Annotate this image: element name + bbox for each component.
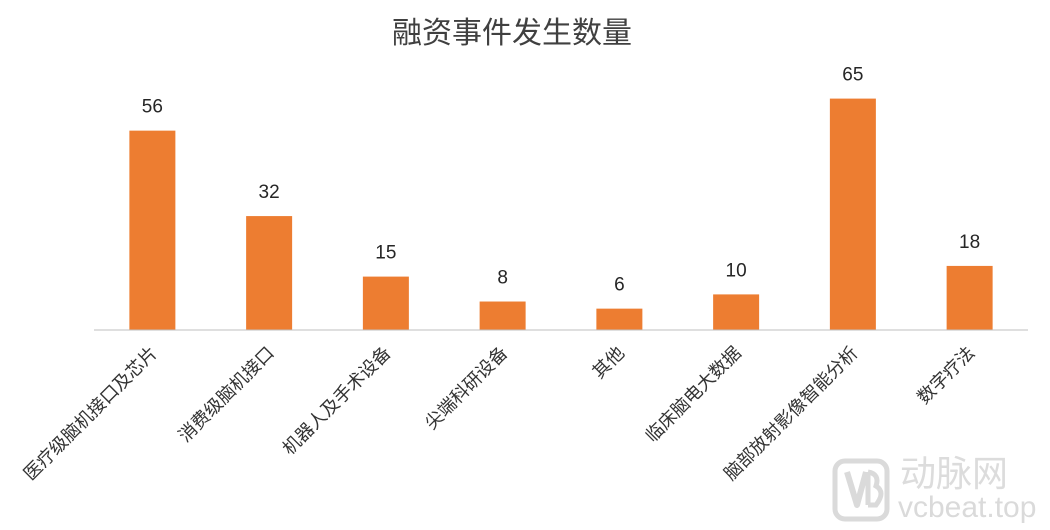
data-label-0: 56 xyxy=(142,97,163,118)
chart-title: 融资事件发生数量 xyxy=(392,16,632,51)
category-label-1: 消费级脑机接口 xyxy=(175,343,279,447)
bar-5 xyxy=(713,294,760,330)
vb-logo-icon xyxy=(832,458,890,522)
data-label-6: 65 xyxy=(842,65,863,86)
data-label-2: 15 xyxy=(375,243,396,264)
data-label-5: 10 xyxy=(726,260,747,281)
watermark-brand: 动脉网 xyxy=(900,454,1008,495)
category-label-5: 临床脑电大数据 xyxy=(642,343,746,447)
bar-7 xyxy=(946,265,993,330)
category-label-3: 尖端科研设备 xyxy=(421,343,512,434)
watermark: 动脉网 vcbeat.top xyxy=(832,454,1036,524)
category-label-2: 机器人及手术设备 xyxy=(279,343,396,460)
category-label-4: 其他 xyxy=(589,343,629,383)
bar-4 xyxy=(596,308,643,330)
bar-2 xyxy=(362,276,409,330)
bar-3 xyxy=(479,301,526,330)
data-label-3: 8 xyxy=(497,268,508,289)
watermark-site: vcbeat.top xyxy=(898,491,1036,524)
bar-6 xyxy=(829,98,876,330)
data-label-7: 18 xyxy=(959,232,980,253)
bar-0 xyxy=(129,130,176,330)
data-labels-layer: 56 32 15 8 6 10 65 18 xyxy=(142,65,980,296)
bars-layer xyxy=(129,98,993,330)
category-label-7: 数字疗法 xyxy=(913,343,979,409)
category-label-0: 医疗级脑机接口及芯片 xyxy=(20,343,162,485)
bar-1 xyxy=(246,216,293,330)
data-label-4: 6 xyxy=(614,275,625,296)
data-label-1: 32 xyxy=(259,182,280,203)
